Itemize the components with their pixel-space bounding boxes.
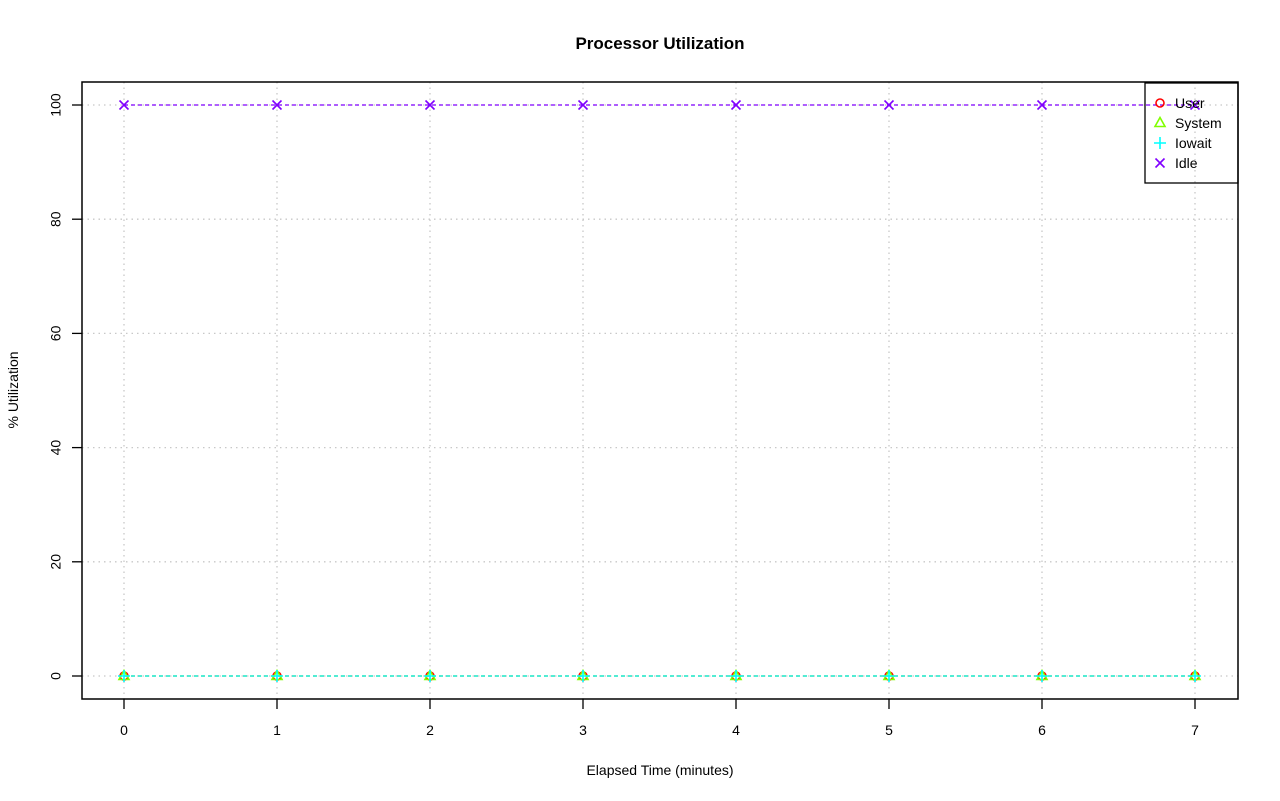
x-axis-label: Elapsed Time (minutes): [586, 762, 733, 778]
data-point-iowait: [1189, 670, 1201, 682]
x-tick-label: 6: [1038, 722, 1046, 738]
data-point-idle: [883, 99, 895, 111]
y-axis-label: % Utilization: [5, 351, 21, 428]
data-point-iowait: [118, 670, 130, 682]
legend-marker-idle: [1154, 157, 1166, 169]
legend-label-system: System: [1175, 115, 1222, 131]
plot-frame: [81, 81, 1239, 700]
grid: [82, 82, 1238, 699]
data-point-iowait: [1036, 670, 1048, 682]
data-point-idle: [118, 99, 130, 111]
x-tick-label: 0: [120, 722, 128, 738]
data-point-iowait: [271, 670, 283, 682]
legend-marker-iowait: [1154, 137, 1166, 149]
data-point-iowait: [883, 670, 895, 682]
data-point-idle: [730, 99, 742, 111]
chart-title: Processor Utilization: [575, 34, 744, 53]
legend-label-idle: Idle: [1175, 155, 1198, 171]
data-point-idle: [424, 99, 436, 111]
data-point-idle: [1189, 99, 1201, 111]
y-tick-label: 80: [48, 211, 64, 227]
legend-marker-system: [1153, 115, 1167, 128]
data-point-idle: [1036, 99, 1048, 111]
legend-box: [1144, 82, 1239, 184]
legend-marker-user: [1155, 98, 1165, 108]
x-tick-label: 7: [1191, 722, 1199, 738]
y-tick-label: 100: [48, 93, 64, 117]
legend-label-iowait: Iowait: [1175, 135, 1212, 151]
x-tick-label: 3: [579, 722, 587, 738]
data-point-iowait: [424, 670, 436, 682]
data-point-idle: [271, 99, 283, 111]
data-point-idle: [577, 99, 589, 111]
legend: User System Iowait Idle: [1144, 82, 1239, 184]
x-tick-label: 4: [732, 722, 740, 738]
data-point-iowait: [577, 670, 589, 682]
x-tick-label: 5: [885, 722, 893, 738]
x-tick-label: 2: [426, 722, 434, 738]
y-tick-label: 40: [48, 440, 64, 456]
legend-label-user: User: [1175, 95, 1205, 111]
axes: 0 1 2 3 4 5 6 7 0 20 40 60 80 100: [48, 93, 1199, 738]
x-tick-label: 1: [273, 722, 281, 738]
data-point-iowait: [730, 670, 742, 682]
y-tick-label: 20: [48, 554, 64, 570]
y-tick-label: 0: [48, 672, 64, 680]
y-tick-label: 60: [48, 325, 64, 341]
series-layer: [117, 99, 1202, 682]
